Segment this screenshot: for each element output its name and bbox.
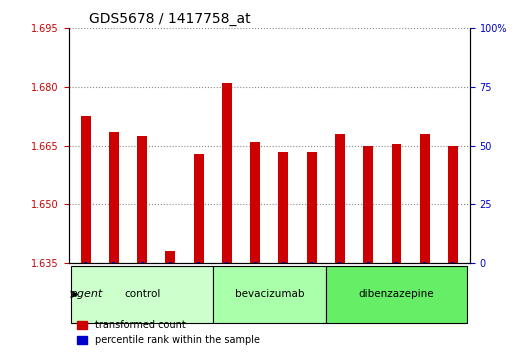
Bar — [140, 262, 144, 263]
FancyBboxPatch shape — [71, 266, 213, 322]
Text: dibenzazepine: dibenzazepine — [359, 289, 434, 299]
Bar — [391, 144, 401, 263]
Bar — [225, 262, 229, 263]
Bar — [197, 262, 200, 263]
Bar — [253, 262, 257, 263]
Bar — [112, 262, 115, 263]
Text: agent: agent — [70, 289, 102, 299]
Bar — [338, 262, 342, 263]
Bar — [363, 146, 373, 263]
Bar — [81, 116, 90, 263]
Text: control: control — [124, 289, 161, 299]
Text: GDS5678 / 1417758_at: GDS5678 / 1417758_at — [89, 12, 250, 26]
Bar — [169, 262, 172, 263]
Bar — [137, 136, 147, 263]
Bar — [109, 132, 119, 263]
Legend: transformed count, percentile rank within the sample: transformed count, percentile rank withi… — [73, 316, 264, 349]
Bar — [84, 262, 87, 263]
Bar — [250, 142, 260, 263]
Bar — [310, 262, 313, 263]
Bar — [278, 152, 288, 263]
FancyBboxPatch shape — [213, 266, 326, 322]
Bar — [451, 262, 455, 263]
Bar — [423, 262, 426, 263]
Bar — [448, 146, 458, 263]
Bar — [194, 154, 204, 263]
Bar — [222, 83, 232, 263]
FancyBboxPatch shape — [326, 266, 467, 322]
Bar — [395, 262, 398, 263]
Bar — [307, 152, 317, 263]
Bar — [420, 134, 430, 263]
Bar — [367, 262, 370, 263]
Bar — [282, 262, 285, 263]
Text: bevacizumab: bevacizumab — [234, 289, 304, 299]
Bar — [335, 134, 345, 263]
Bar — [165, 251, 175, 263]
